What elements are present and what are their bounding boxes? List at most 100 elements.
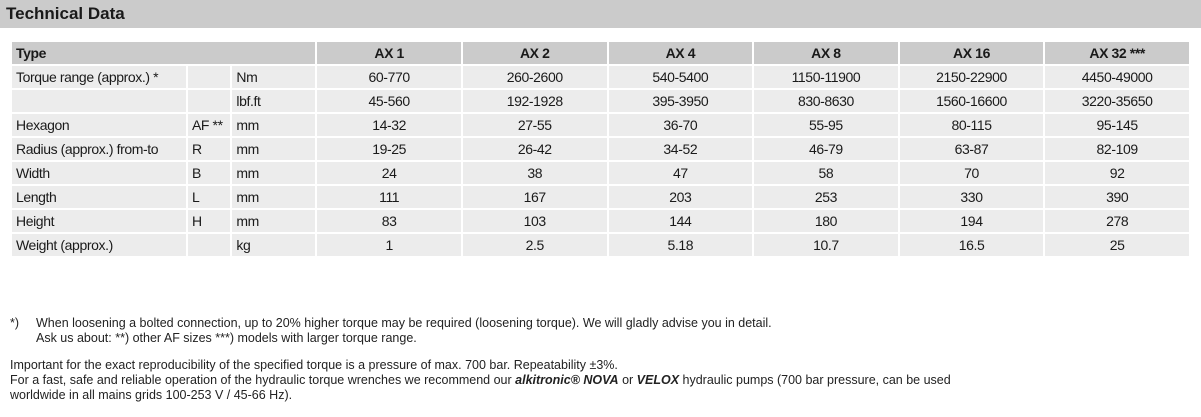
table-cell: 55-95 bbox=[754, 114, 898, 136]
table-cell: 16.5 bbox=[899, 234, 1044, 256]
section-title: Technical Data bbox=[0, 0, 1201, 28]
table-header-row: Type AX 1 AX 2 AX 4 AX 8 AX 16 AX 32 *** bbox=[12, 42, 1189, 64]
row-label: Weight (approx.) bbox=[12, 234, 186, 256]
note-pumps-post: hydraulic pumps (700 bar pressure, can b… bbox=[679, 373, 951, 387]
row-label: Radius (approx.) from-to bbox=[12, 138, 186, 160]
row-symbol: AF ** bbox=[187, 114, 231, 136]
table-cell: 83 bbox=[317, 210, 461, 232]
row-symbol bbox=[187, 66, 231, 88]
table-cell: 25 bbox=[1045, 234, 1189, 256]
header-type: Type bbox=[12, 42, 316, 64]
table-cell: 330 bbox=[899, 186, 1044, 208]
table-cell: 1 bbox=[317, 234, 461, 256]
row-symbol: R bbox=[187, 138, 231, 160]
technical-data-table: Type AX 1 AX 2 AX 4 AX 8 AX 16 AX 32 ***… bbox=[10, 40, 1191, 258]
table-cell: 4450-49000 bbox=[1045, 66, 1189, 88]
row-label: Width bbox=[12, 162, 186, 184]
table-cell: 180 bbox=[754, 210, 898, 232]
header-model: AX 1 bbox=[317, 42, 461, 64]
table-cell: 82-109 bbox=[1045, 138, 1189, 160]
table-cell: 36-70 bbox=[608, 114, 753, 136]
row-unit: mm bbox=[232, 138, 316, 160]
row-symbol: L bbox=[187, 186, 231, 208]
table-cell: 253 bbox=[754, 186, 898, 208]
row-unit: Nm bbox=[232, 66, 316, 88]
row-label: Hexagon bbox=[12, 114, 186, 136]
footnote-ask: Ask us about: **) other AF sizes ***) mo… bbox=[36, 331, 417, 345]
table-cell: 45-560 bbox=[317, 90, 461, 112]
table-cell: 2.5 bbox=[462, 234, 607, 256]
table-cell: 38 bbox=[462, 162, 607, 184]
table-row: Weight (approx.) kg 1 2.5 5.18 10.7 16.5 25 bbox=[12, 234, 1189, 256]
table-cell: 390 bbox=[1045, 186, 1189, 208]
row-symbol: H bbox=[187, 210, 231, 232]
table-cell: 111 bbox=[317, 186, 461, 208]
table-cell: 27-55 bbox=[462, 114, 607, 136]
table-cell: 1560-16600 bbox=[899, 90, 1044, 112]
header-model: AX 32 *** bbox=[1045, 42, 1189, 64]
row-symbol bbox=[187, 90, 231, 112]
table-cell: 194 bbox=[899, 210, 1044, 232]
table-cell: 395-3950 bbox=[608, 90, 753, 112]
brand-velox: VELOX bbox=[636, 373, 680, 387]
row-unit: kg bbox=[232, 234, 316, 256]
header-model: AX 4 bbox=[608, 42, 753, 64]
table-cell: 830-8630 bbox=[754, 90, 898, 112]
row-unit: mm bbox=[232, 162, 316, 184]
row-symbol bbox=[187, 234, 231, 256]
header-model: AX 2 bbox=[462, 42, 607, 64]
footnote-star-text: When loosening a bolted connection, up t… bbox=[36, 316, 772, 330]
table-cell: 103 bbox=[462, 210, 607, 232]
brand-nova: alkitronic® NOVA bbox=[515, 373, 619, 387]
row-unit: mm bbox=[232, 186, 316, 208]
header-model: AX 8 bbox=[754, 42, 898, 64]
table-cell: 1150-11900 bbox=[754, 66, 898, 88]
table-cell: 167 bbox=[462, 186, 607, 208]
row-label: Height bbox=[12, 210, 186, 232]
note-pumps-pre: For a fast, safe and reliable operation … bbox=[10, 373, 516, 387]
note-reproducibility: Important for the exact reproducibility … bbox=[10, 358, 618, 372]
row-unit: lbf.ft bbox=[232, 90, 316, 112]
table-cell: 34-52 bbox=[608, 138, 753, 160]
table-cell: 540-5400 bbox=[608, 66, 753, 88]
table-cell: 144 bbox=[608, 210, 753, 232]
table-cell: 46-79 bbox=[754, 138, 898, 160]
footnote-star: *) When loosening a bolted connection, up… bbox=[10, 316, 772, 331]
note-pumps: For a fast, safe and reliable operation … bbox=[10, 373, 951, 388]
row-label: Length bbox=[12, 186, 186, 208]
table-cell: 5.18 bbox=[608, 234, 753, 256]
row-unit: mm bbox=[232, 210, 316, 232]
table-cell: 203 bbox=[608, 186, 753, 208]
table-cell: 260-2600 bbox=[462, 66, 607, 88]
row-unit: mm bbox=[232, 114, 316, 136]
table-body: Torque range (approx.) * Nm 60-770 260-2600… bbox=[12, 66, 1189, 256]
note-pumps-line2: worldwide in all mains grids 100-253 V /… bbox=[10, 388, 293, 402]
table-cell: 2150-22900 bbox=[899, 66, 1044, 88]
table-cell: 95-145 bbox=[1045, 114, 1189, 136]
table-cell: 58 bbox=[754, 162, 898, 184]
footnote-marker: *) bbox=[10, 316, 20, 330]
table-cell: 80-115 bbox=[899, 114, 1044, 136]
table-cell: 70 bbox=[899, 162, 1044, 184]
row-symbol: B bbox=[187, 162, 231, 184]
table-row: Torque range (approx.) * Nm 60-770 260-2600… bbox=[12, 66, 1189, 88]
row-label: Torque range (approx.) * bbox=[12, 66, 186, 88]
table-cell: 278 bbox=[1045, 210, 1189, 232]
table-cell: 47 bbox=[608, 162, 753, 184]
table-cell: 3220-35650 bbox=[1045, 90, 1189, 112]
table-cell: 10.7 bbox=[754, 234, 898, 256]
table-cell: 60-770 bbox=[317, 66, 461, 88]
table-row: lbf.ft 45-560 192-1928 395-3950 830-8630 1560… bbox=[12, 90, 1189, 112]
table-cell: 19-25 bbox=[317, 138, 461, 160]
table-cell: 192-1928 bbox=[462, 90, 607, 112]
table-cell: 63-87 bbox=[899, 138, 1044, 160]
header-model: AX 16 bbox=[899, 42, 1044, 64]
table-row: Hexagon AF ** mm 14-32 27-55 36-70 55-95 80-115… bbox=[12, 114, 1189, 136]
note-pumps-mid: or bbox=[618, 373, 637, 387]
table-cell: 92 bbox=[1045, 162, 1189, 184]
table-cell: 14-32 bbox=[317, 114, 461, 136]
